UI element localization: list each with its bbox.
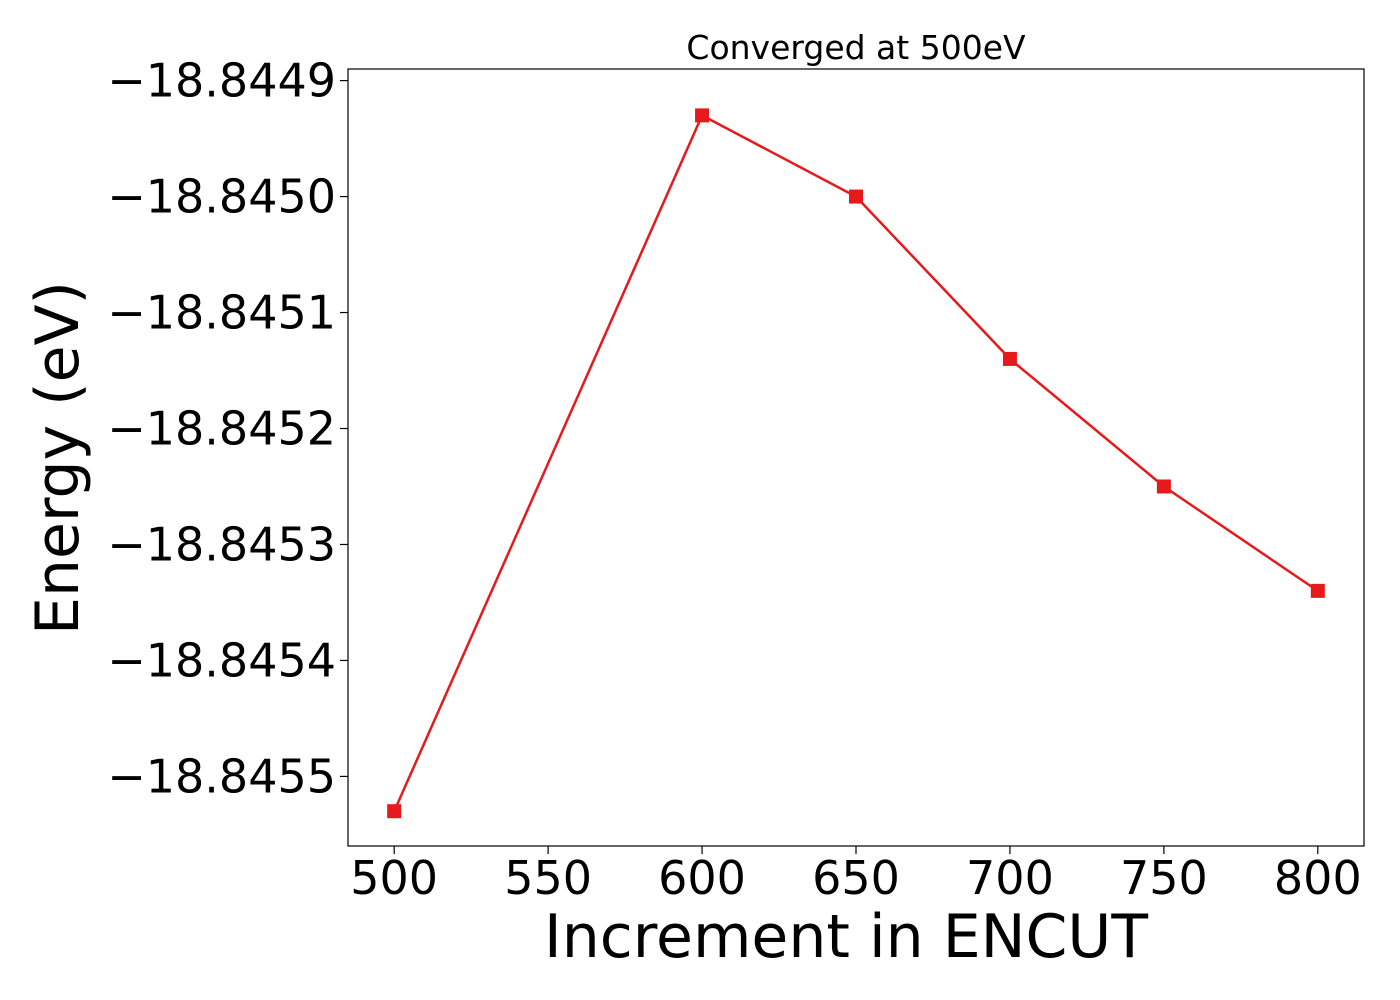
x-tick-label: 650 (812, 851, 900, 905)
x-tick-label: 550 (504, 851, 592, 905)
x-axis-ticks: 500 550 600 650 700 750 800 (350, 846, 1362, 905)
y-tick-label: −18.8450 (107, 170, 336, 224)
y-axis-ticks: −18.8449 −18.8450 −18.8451 −18.8452 −18.8453… (107, 54, 348, 803)
y-tick-label: −18.8451 (107, 286, 336, 340)
x-tick-label: 750 (1120, 851, 1208, 905)
y-tick-label: −18.8452 (107, 402, 336, 456)
x-tick-label: 800 (1274, 851, 1362, 905)
data-point-marker (1310, 583, 1325, 598)
x-tick-label: 500 (350, 851, 438, 905)
y-tick-label: −18.8455 (107, 749, 336, 803)
y-tick-label: −18.8454 (107, 633, 336, 687)
data-point-marker (1156, 479, 1171, 494)
x-tick-label: 600 (658, 851, 746, 905)
data-point-marker (387, 804, 402, 819)
series-line (393, 114, 1319, 812)
y-tick-label: −18.8453 (107, 517, 336, 571)
data-point-marker (849, 189, 863, 204)
plot-frame (347, 68, 1365, 847)
y-axis-label: Energy (eV) (23, 281, 93, 635)
x-axis-label: Increment in ENCUT (544, 902, 1148, 972)
x-tick-label: 700 (966, 851, 1054, 905)
plot-area (347, 68, 1365, 847)
data-point-marker (695, 108, 710, 123)
y-tick-label: −18.8449 (107, 54, 336, 108)
data-point-marker (1002, 351, 1017, 366)
chart-title: Converged at 500eV (686, 28, 1026, 67)
